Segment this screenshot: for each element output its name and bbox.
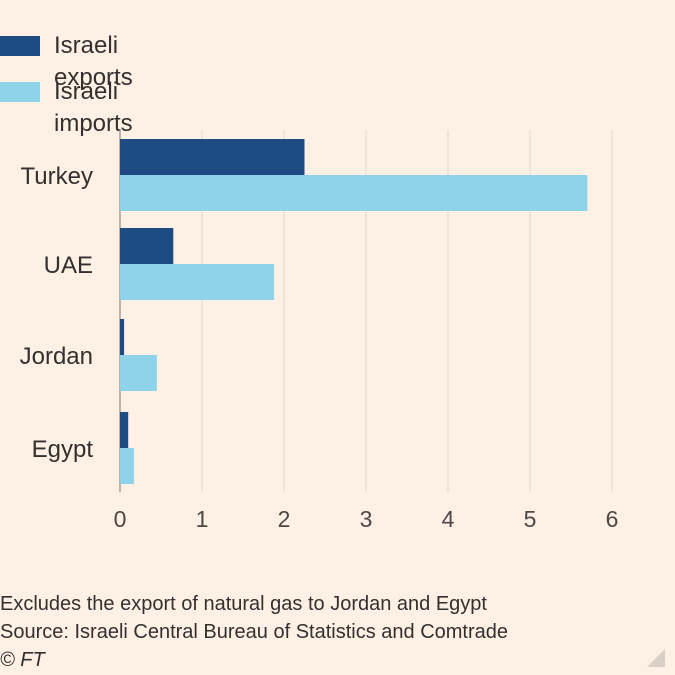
bar-imports [120,448,134,484]
legend-swatch-exports [0,36,40,56]
x-tick-label: 6 [606,506,619,532]
x-tick-label: 1 [196,506,209,532]
footnote-exclusion: Excludes the export of natural gas to Jo… [0,593,487,615]
footnotes: Excludes the export of natural gas to Jo… [0,590,508,674]
bar-imports [120,355,157,391]
legend-label-exports: Israeli exports [54,32,133,91]
footnote-source: Source: Israeli Central Bureau of Statis… [0,621,509,643]
x-tick-label: 0 [114,506,127,532]
legend-swatch-imports [0,82,40,102]
bar-imports [120,264,275,300]
x-tick-label: 3 [360,506,373,532]
bar-exports [120,412,129,448]
category-label: Turkey [21,163,93,190]
bar-exports [120,228,174,264]
bar-imports [120,175,588,211]
legend-label-imports: Israeli imports [54,78,133,137]
x-tick-label: 5 [524,506,537,532]
copyright: © FT [0,649,45,671]
x-tick-label: 4 [442,506,455,532]
category-label: Egypt [32,436,94,463]
resize-corner-icon [647,649,665,667]
bar-exports [120,139,305,175]
bar-exports [120,319,125,355]
category-label: UAE [44,252,93,279]
bar-chart: 0 1 2 3 4 5 6 Turkey UAE Jordan Egypt [20,130,619,532]
x-tick-label: 2 [278,506,291,532]
category-label: Jordan [20,343,93,370]
